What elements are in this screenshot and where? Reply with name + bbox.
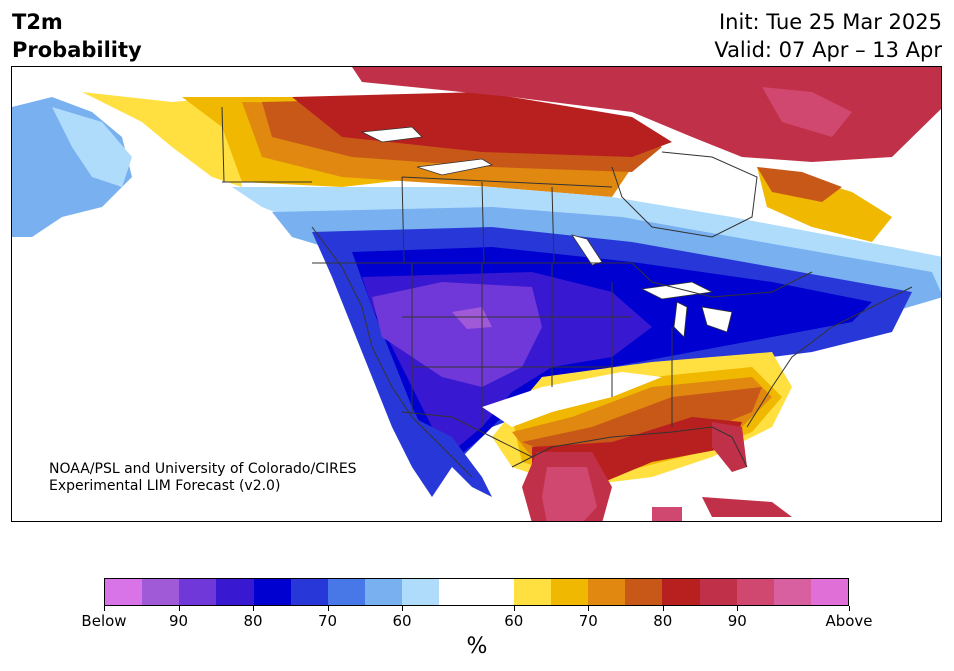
colorbar-cell [439,579,477,605]
colorbar-tick-label: 60 [504,612,524,630]
colorbar-tickmark [513,606,515,611]
colorbar-cell [699,579,737,605]
yucatan-above-pink [652,507,682,521]
gulf-coast [511,426,748,468]
lake-superior [640,281,714,300]
colorbar-tickmark [662,606,664,611]
colorbar-cell [253,579,291,605]
credit-line1: NOAA/PSL and University of Colorado/CIRE… [49,461,357,477]
colorbar-tickmark [104,606,105,611]
colorbar-cell [290,579,328,605]
great-bear-lake [360,126,423,143]
colorbar-cell [550,579,589,605]
lake-michigan [673,301,688,338]
colorbar-tick-label: 90 [168,612,189,630]
title-variable: T2m [12,10,63,34]
province-lines [222,176,613,264]
state-lines [402,263,673,427]
colorbar-cell [105,579,143,605]
colorbar-cell [625,579,663,605]
colorbar-tickmark [588,606,590,611]
lake-winnipeg [571,234,603,266]
probability-map [11,66,942,522]
colorbar-tickmark [849,606,850,611]
colorbar-cell [327,579,366,605]
us-canada-border [312,262,813,298]
colorbar-tickmark [253,606,254,611]
colorbar-unit: % [466,634,488,659]
mexico-above-pink [542,467,597,521]
colorbar-cell [662,579,700,605]
lake-huron [701,306,733,333]
colorbar-tickmark [178,606,180,611]
labrador-above-strong [757,167,842,202]
pacific-coast [311,226,473,478]
map-svg [12,67,941,521]
borders [221,106,913,478]
forecast-dates: Init: Tue 25 Mar 2025 Valid: 07 Apr – 13… [714,8,942,64]
probability-shading [12,67,941,521]
hudson-bay-coast [611,151,758,238]
colorbar-cell [513,579,551,605]
colorbar-cell [142,579,180,605]
us-mexico-border [401,411,533,458]
colorbar-cell [179,579,217,605]
greenland-above-pink [762,87,852,137]
init-date: Init: Tue 25 Mar 2025 [718,10,942,34]
colorbar-tick-label: Above [825,612,873,630]
colorbar-tickmark [402,606,403,611]
title-type: Probability [12,38,142,62]
colorbar-tickmark [327,606,329,611]
chart-title: T2m Probability [12,8,142,64]
cuba-above-max [702,497,792,517]
colorbar-tickmark [737,606,739,611]
colorbar-cell [736,579,774,605]
colorbar-cell [402,579,440,605]
colorbar-cell [588,579,626,605]
colorbar-tick-label: 90 [727,612,747,630]
colorbar-tick-label: 60 [392,612,412,630]
credit-line2: Experimental LIM Forecast (v2.0) [49,478,281,494]
great-slave-lake [416,158,494,176]
colorbar-tick-label: 70 [578,612,598,630]
colorbar-tick-label: 70 [317,612,338,630]
colorbar-cell [365,579,403,605]
colorbar-cell [216,579,254,605]
colorbar-tick-label: Below [81,612,127,630]
colorbar [104,578,849,606]
valid-range: Valid: 07 Apr – 13 Apr [714,38,942,62]
alaska-below-light [52,107,132,187]
southeast-above-strong [522,387,762,462]
lakes [360,126,733,338]
colorbar-cell [476,579,514,605]
colorbar-cell [773,579,811,605]
atlantic-coast [746,286,913,428]
west-below-strong [372,282,542,387]
yukon-above-region [82,92,242,187]
alaska-border [221,106,225,183]
colorbar-cell [810,579,849,605]
gulf-neutral [482,372,662,427]
colorbar-tick-label: 80 [653,612,673,630]
credit-note: NOAA/PSL and University of Colorado/CIRE… [49,461,357,495]
florida-above-max [712,422,747,472]
colorbar-tick-label: 80 [243,612,263,630]
